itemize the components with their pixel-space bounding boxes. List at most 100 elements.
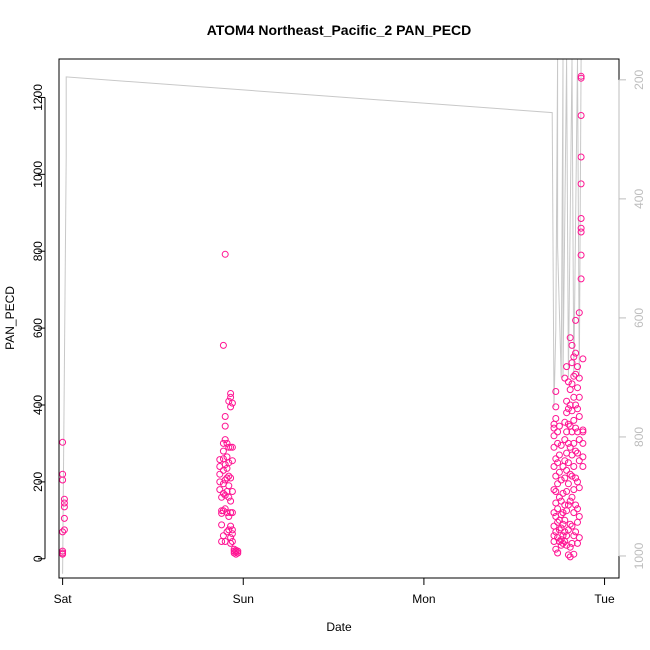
- data-point: [550, 532, 558, 540]
- data-point: [555, 468, 563, 476]
- data-point: [555, 538, 563, 545]
- data-point: [568, 493, 576, 501]
- data-point: [225, 482, 233, 490]
- data-point: [223, 509, 231, 517]
- data-point: [575, 374, 583, 382]
- data-point: [554, 480, 562, 488]
- data-point: [563, 466, 571, 474]
- data-point: [575, 309, 583, 317]
- data-point: [564, 405, 572, 413]
- data-point: [563, 532, 571, 540]
- data-point: [59, 476, 67, 484]
- data-point: [568, 522, 576, 530]
- data-point: [570, 509, 578, 517]
- data-point: [579, 463, 587, 470]
- data-point: [227, 539, 235, 547]
- x-tick-label: Tue: [594, 592, 615, 606]
- data-point: [219, 455, 227, 463]
- data-point: [561, 418, 569, 426]
- data-point: [570, 353, 578, 361]
- data-point: [550, 509, 558, 517]
- data-point: [577, 275, 585, 283]
- data-point: [572, 349, 580, 357]
- data-point: [564, 420, 572, 428]
- data-point: [552, 545, 560, 553]
- data-point: [559, 539, 567, 547]
- data-point: [550, 486, 558, 494]
- data-point: [563, 397, 571, 405]
- data-point: [564, 439, 572, 447]
- data-point: [561, 528, 569, 536]
- data-point: [572, 528, 580, 536]
- altitude-line: [62, 58, 582, 574]
- data-point: [227, 390, 235, 397]
- data-point: [566, 443, 574, 451]
- data-point: [554, 549, 562, 557]
- data-point: [221, 422, 229, 430]
- data-point: [60, 514, 68, 522]
- y-tick-label: 400: [31, 395, 45, 415]
- data-point: [59, 470, 67, 478]
- data-point: [550, 538, 558, 545]
- data-point: [579, 439, 587, 447]
- data-point: [572, 316, 580, 324]
- data-point: [552, 488, 560, 495]
- plot-frame: [58, 58, 620, 579]
- data-point: [577, 251, 585, 259]
- data-point: [219, 341, 227, 349]
- right-tick-label: 400: [632, 189, 646, 209]
- data-point: [577, 112, 585, 119]
- data-point: [228, 399, 236, 407]
- data-point: [563, 507, 571, 515]
- data-point: [552, 472, 560, 480]
- data-point: [550, 463, 558, 470]
- data-point: [228, 526, 236, 534]
- data-point: [568, 380, 576, 388]
- data-point: [225, 513, 233, 520]
- x-axis-label: Date: [326, 620, 352, 634]
- right-tick-label: 800: [632, 427, 646, 447]
- data-point: [221, 413, 229, 420]
- altitude-line-group: [62, 58, 582, 574]
- chart-title: ATOM4 Northeast_Pacific_2 PAN_PECD: [207, 22, 472, 38]
- data-point: [227, 403, 235, 411]
- data-point: [234, 547, 242, 555]
- data-point: [227, 522, 235, 530]
- data-point: [561, 374, 569, 382]
- y-tick-label: 1000: [31, 161, 45, 188]
- data-point: [221, 436, 229, 444]
- data-point: [577, 228, 585, 236]
- data-point: [564, 480, 572, 488]
- data-point: [219, 489, 227, 497]
- data-point: [570, 439, 578, 447]
- data-point: [561, 516, 569, 524]
- data-point: [554, 439, 562, 447]
- data-point: [550, 522, 558, 530]
- data-point: [577, 74, 585, 82]
- data-point: [566, 334, 574, 342]
- data-point: [557, 497, 565, 505]
- data-point: [561, 457, 569, 465]
- data-point: [564, 551, 572, 559]
- data-point: [577, 180, 585, 188]
- data-point: [557, 541, 565, 549]
- data-point: [566, 520, 574, 528]
- data-point: [555, 422, 563, 430]
- data-point: [227, 497, 235, 505]
- data-point: [575, 534, 583, 542]
- data-point: [575, 393, 583, 401]
- data-point: [552, 388, 560, 395]
- data-point: [575, 413, 583, 420]
- y-tick-label: 800: [31, 241, 45, 261]
- data-point: [221, 461, 229, 469]
- data-point: [563, 488, 571, 495]
- right-tick-label: 600: [632, 308, 646, 328]
- data-point: [561, 436, 569, 444]
- data-point: [216, 486, 224, 494]
- data-point: [570, 416, 578, 424]
- data-point: [59, 528, 67, 536]
- data-point: [216, 456, 224, 464]
- data-point: [574, 405, 581, 413]
- y-tick-label: 600: [31, 318, 45, 338]
- data-point: [550, 443, 558, 451]
